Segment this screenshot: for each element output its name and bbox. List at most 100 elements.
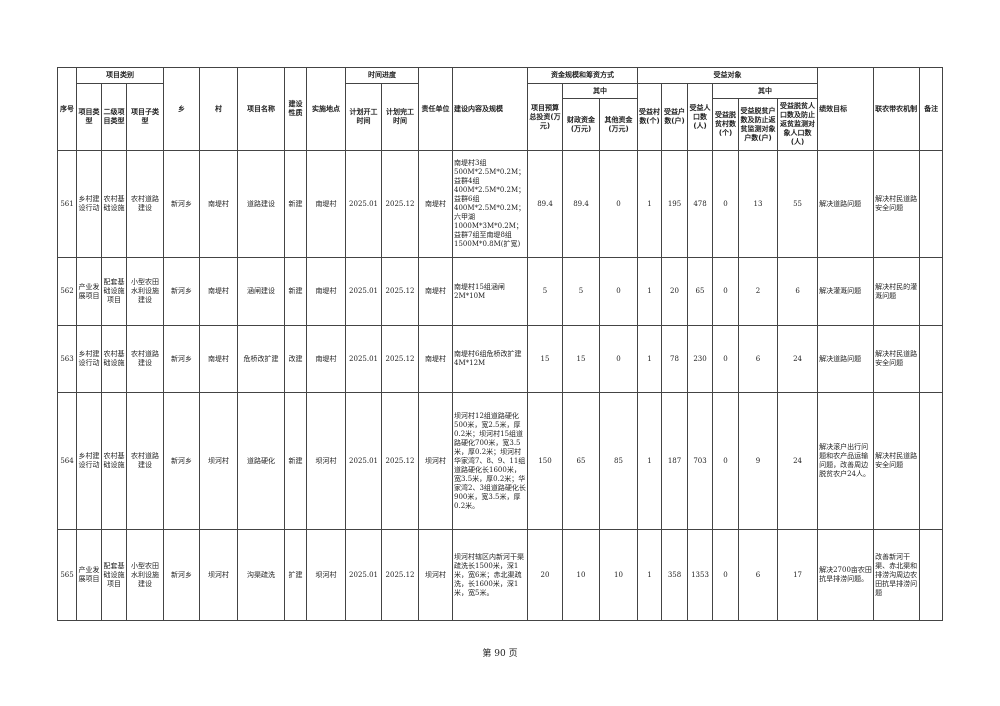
table-row: 565 产业发展项目 配套基础设施项目 小型农田水利设施建设 新河乡 坝河村 沟渠疏洗 扩建坝… <box>57 529 944 621</box>
table-cell: 新建 <box>284 150 308 258</box>
col-header: 受益脱贫人口数及防止返贫监测对象人口数(人) <box>777 98 819 151</box>
table-cell: 危桥改扩建 <box>237 325 286 393</box>
table-cell: 新河乡 <box>163 325 201 393</box>
table-cell: 新河乡 <box>163 392 201 530</box>
table-cell: 乡村建设行动 <box>76 392 102 530</box>
table-cell: 561 <box>57 150 77 258</box>
table-cell: 新河乡 <box>163 150 201 258</box>
table-cell: 5 <box>527 257 564 326</box>
col-header: 责任单位 <box>418 67 454 151</box>
table-cell: 187 <box>661 392 689 530</box>
table-cell: 0 <box>599 257 639 326</box>
col-header: 序号 <box>57 67 77 151</box>
col-header: 受益人口数(人) <box>687 83 714 151</box>
table-cell: 南堤村 <box>418 257 454 326</box>
table-cell: 改善新河干渠、赤北渠和排涝沟周边农田抗旱排涝问题 <box>873 529 921 621</box>
table-cell: 新建 <box>284 257 308 326</box>
table-cell: 0 <box>599 150 639 258</box>
table-cell: 6 <box>738 325 779 393</box>
table-cell: 南堤村 <box>199 325 239 393</box>
table-cell: 15 <box>527 325 564 393</box>
table-cell: 产业发展项目 <box>76 257 102 326</box>
table-cell: 南堤村3组500M*2.5M*0.2M；益群4组400M*2.5M*0.2M；益… <box>452 150 529 258</box>
table-cell: 解决村民道路安全问题 <box>873 150 921 258</box>
table-cell: 乡村建设行动 <box>76 150 102 258</box>
table-cell: 0 <box>712 257 740 326</box>
table-cell: 10 <box>599 529 639 621</box>
table-cell: 南堤村 <box>306 325 347 393</box>
table-cell: 坝河村辖区内新河干渠疏洗长1500米，深1米，宽6米；赤北渠疏洗，长1600米，… <box>452 529 529 621</box>
table-cell: 1 <box>637 257 663 326</box>
table-cell: 农村道路建设 <box>125 392 165 530</box>
table-cell: 解决村民道路安全问题 <box>873 325 921 393</box>
col-header: 受益户数(户) <box>661 83 689 151</box>
table-cell: 扩建 <box>284 529 308 621</box>
table-row: 562 产业发展项目 配套基础设施项目 小型农田水利设施建设 新河乡 南堤村 涵闸建设 新建南… <box>57 257 944 326</box>
col-header: 受益脱贫户数及防止返贫监测对象户数(户) <box>738 98 779 151</box>
col-header: 绩效目标 <box>817 67 875 151</box>
table-cell: 703 <box>687 392 714 530</box>
table-cell: 20 <box>661 257 689 326</box>
table-cell: 农村基础设施 <box>101 150 127 258</box>
table-cell: 解决村民道路安全问题 <box>873 392 921 530</box>
table-cell: 解决道路问题 <box>817 325 875 393</box>
table-cell <box>919 150 944 258</box>
col-header: 财政资金(万元) <box>562 98 601 151</box>
col-header: 二级项目类型 <box>101 83 127 151</box>
table-cell: 坝河村 <box>306 392 347 530</box>
table-cell: 小型农田水利设施建设 <box>125 529 165 621</box>
table-cell: 1 <box>637 529 663 621</box>
table-cell: 0 <box>599 325 639 393</box>
table-cell: 478 <box>687 150 714 258</box>
col-header: 村 <box>199 67 239 151</box>
table-cell: 农村道路建设 <box>125 325 165 393</box>
table-cell: 南堤村 <box>199 150 239 258</box>
table-cell: 230 <box>687 325 714 393</box>
col-header: 建设性质 <box>284 67 308 151</box>
col-header: 受益村数(个) <box>637 83 663 151</box>
table-cell: 配套基础设施项目 <box>101 257 127 326</box>
table-cell: 15 <box>562 325 601 393</box>
table-cell: 南堤村 <box>418 325 454 393</box>
col-header: 乡 <box>163 67 201 151</box>
table-cell: 农村基础设施 <box>101 392 127 530</box>
col-header: 项目预算总投资(万元) <box>527 83 564 151</box>
col-header: 受益脱贫村数(个) <box>712 98 740 151</box>
table-cell: 1353 <box>687 529 714 621</box>
table-cell: 20 <box>527 529 564 621</box>
table-cell: 2025.01 <box>345 150 383 258</box>
table-cell: 南堤村 <box>306 150 347 258</box>
table-cell: 坝河村 <box>199 529 239 621</box>
table-cell: 农村道路建设 <box>125 150 165 258</box>
table-cell: 562 <box>57 257 77 326</box>
table-cell: 解决灌溉问题 <box>817 257 875 326</box>
table-cell: 农村基础设施 <box>101 325 127 393</box>
group-header: 时间进度 <box>345 67 420 84</box>
table-cell: 南堤村 <box>418 150 454 258</box>
table-cell: 13 <box>738 150 779 258</box>
table-cell: 2025.12 <box>381 392 420 530</box>
col-header: 计划开工时间 <box>345 83 383 151</box>
table-cell: 9 <box>738 392 779 530</box>
table-cell: 10 <box>562 529 601 621</box>
table-cell: 解决村民的灌溉问题 <box>873 257 921 326</box>
col-header: 项目子类型 <box>125 83 165 151</box>
table-cell: 564 <box>57 392 77 530</box>
col-header: 建设内容及规模 <box>452 67 529 151</box>
table-cell <box>919 257 944 326</box>
table-cell: 南堤村15组涵闸2M*10M <box>452 257 529 326</box>
table-cell: 小型农田水利设施建设 <box>125 257 165 326</box>
table-cell: 1 <box>637 392 663 530</box>
table-cell: 2025.12 <box>381 257 420 326</box>
table-cell: 坝河村 <box>418 392 454 530</box>
page-number: 第 90 页 <box>482 649 518 659</box>
table-cell: 解决滚户出行问题和农产品运输问题，改善周边脱贫农户24人。 <box>817 392 875 530</box>
table-cell: 坝河村12组道路硬化500米，宽2.5米，厚0.2米；坝河村15组道路硬化700… <box>452 392 529 530</box>
table-cell: 6 <box>777 257 819 326</box>
table-cell: 2025.01 <box>345 325 383 393</box>
table-cell: 2025.12 <box>381 150 420 258</box>
col-header: 实施地点 <box>306 67 347 151</box>
table-cell: 南堤村6组危桥改扩建 4M*12M <box>452 325 529 393</box>
table-cell: 道路硬化 <box>237 392 286 530</box>
table-cell: 新河乡 <box>163 529 201 621</box>
